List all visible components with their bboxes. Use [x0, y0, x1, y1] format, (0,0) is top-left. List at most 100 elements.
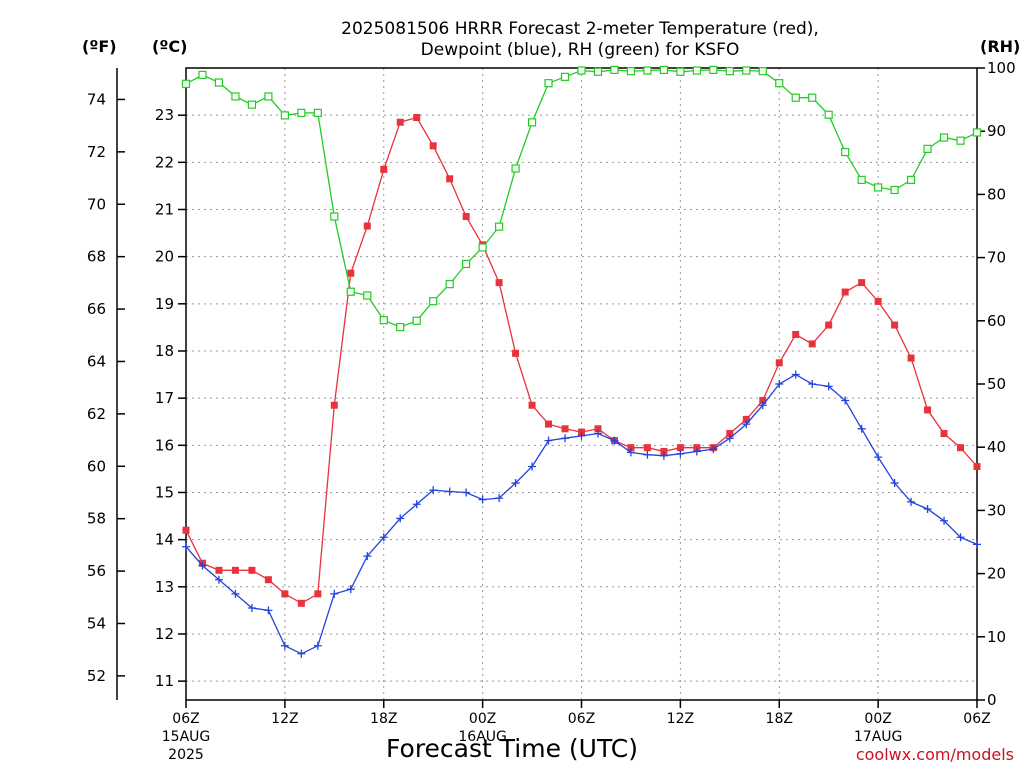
- temperature-point: [512, 349, 520, 357]
- rh-point: [659, 65, 668, 74]
- x-tick-date-label: 16AUG: [458, 729, 507, 745]
- rh-point: [923, 144, 932, 153]
- fahrenheit-tick-label: 68: [87, 248, 106, 266]
- rh-point: [313, 108, 322, 117]
- fahrenheit-tick-label: 74: [87, 90, 106, 108]
- dewpoint-point: [626, 448, 635, 457]
- dewpoint-point: [379, 533, 388, 542]
- temperature-point: [462, 213, 470, 221]
- rh-point: [214, 78, 224, 87]
- temperature-point: [891, 321, 899, 329]
- rh-point: [330, 212, 339, 221]
- rh-line: [185, 69, 978, 328]
- temperature-point: [726, 430, 734, 438]
- temperature-point: [330, 401, 338, 409]
- temperature-point: [297, 599, 305, 607]
- fahrenheit-tick-label: 72: [87, 143, 106, 161]
- rh-point: [264, 92, 273, 101]
- rh-point: [511, 164, 520, 173]
- rh-point: [379, 316, 388, 325]
- rh-point: [906, 175, 916, 184]
- dewpoint-point: [775, 380, 784, 388]
- rh-point: [231, 92, 240, 101]
- x-tick-date-label: 15AUG: [162, 729, 211, 745]
- dewpoint-point: [429, 486, 438, 495]
- rh-point: [198, 70, 207, 80]
- dewpoint-point: [528, 462, 537, 471]
- rh-point: [181, 79, 191, 88]
- dewpoint-point: [725, 434, 734, 443]
- rh-point: [692, 66, 701, 75]
- dewpoint-point: [346, 585, 355, 594]
- temperature-point: [858, 279, 866, 287]
- dewpoint-point: [561, 434, 570, 443]
- temperature-point: [545, 420, 553, 428]
- temperature-point: [759, 397, 767, 405]
- rh-unit-label: (RH): [980, 37, 1020, 56]
- rh-point: [445, 280, 454, 289]
- dewpoint-point: [643, 450, 652, 459]
- dewpoint-point: [511, 479, 520, 488]
- temperature-point: [676, 444, 684, 452]
- rh-point: [247, 100, 257, 109]
- rh-point: [857, 175, 866, 184]
- celsius-tick-label: 11: [155, 672, 174, 690]
- dewpoint-point: [709, 445, 718, 454]
- fahrenheit-tick-label: 62: [87, 405, 106, 423]
- x-tick-label: 18Z: [766, 711, 793, 727]
- dewpoint-point: [247, 604, 256, 613]
- temperature-series: [182, 114, 981, 607]
- rh-point: [709, 65, 718, 74]
- rh-point: [412, 316, 421, 325]
- temperature-point: [363, 222, 371, 230]
- fahrenheit-tick-label: 52: [87, 667, 106, 685]
- rh-tick-label: 10: [987, 628, 1006, 646]
- dewpoint-point: [857, 424, 866, 433]
- dewpoint-point: [363, 552, 372, 561]
- dewpoint-point: [231, 589, 240, 598]
- dewpoint-point: [462, 488, 471, 497]
- rh-point: [742, 66, 751, 75]
- x-tick-label: 18Z: [370, 711, 397, 727]
- dewpoint-point: [264, 606, 273, 615]
- rh-point: [280, 111, 289, 120]
- fahrenheit-tick-label: 64: [87, 352, 106, 370]
- fahrenheit-tick-label: 60: [87, 457, 106, 475]
- celsius-tick-label: 21: [155, 200, 174, 218]
- chart-title-line1: 2025081506 HRRR Forecast 2-meter Tempera…: [341, 19, 819, 39]
- x-tick-date-label: 17AUG: [854, 729, 903, 745]
- rh-point: [725, 67, 734, 76]
- dewpoint-point: [182, 542, 190, 551]
- rh-point: [791, 93, 800, 102]
- celsius-tick-label: 16: [155, 436, 174, 454]
- rh-point: [972, 128, 982, 137]
- dewpoint-point: [791, 370, 800, 379]
- temperature-point: [841, 288, 849, 296]
- celsius-tick-label: 23: [155, 106, 174, 124]
- temperature-point: [231, 566, 239, 574]
- x-axis-label: Forecast Time (UTC): [386, 734, 638, 763]
- rh-point: [758, 67, 767, 76]
- rh-point: [363, 291, 372, 300]
- temperature-point: [396, 118, 404, 126]
- rh-point: [297, 108, 306, 117]
- celsius-tick-label: 15: [155, 483, 174, 501]
- temperature-point: [264, 576, 272, 584]
- rh-tick-label: 70: [987, 249, 1006, 267]
- dewpoint-point: [610, 436, 619, 445]
- rh-point: [560, 72, 570, 81]
- celsius-tick-label: 12: [155, 625, 174, 643]
- dewpoint-point: [577, 431, 586, 440]
- x-tick-label: 12Z: [271, 711, 298, 727]
- temperature-point: [742, 415, 750, 423]
- dewpoint-point: [758, 401, 767, 410]
- x-tick-label: 06Z: [172, 711, 199, 727]
- temperature-point: [792, 330, 800, 338]
- dewpoint-point: [544, 436, 553, 445]
- rh-point: [495, 222, 504, 231]
- fahrenheit-unit-label: (ºF): [82, 37, 117, 56]
- temperature-point: [907, 354, 915, 362]
- rh-point: [956, 136, 965, 145]
- dewpoint-point: [923, 504, 932, 513]
